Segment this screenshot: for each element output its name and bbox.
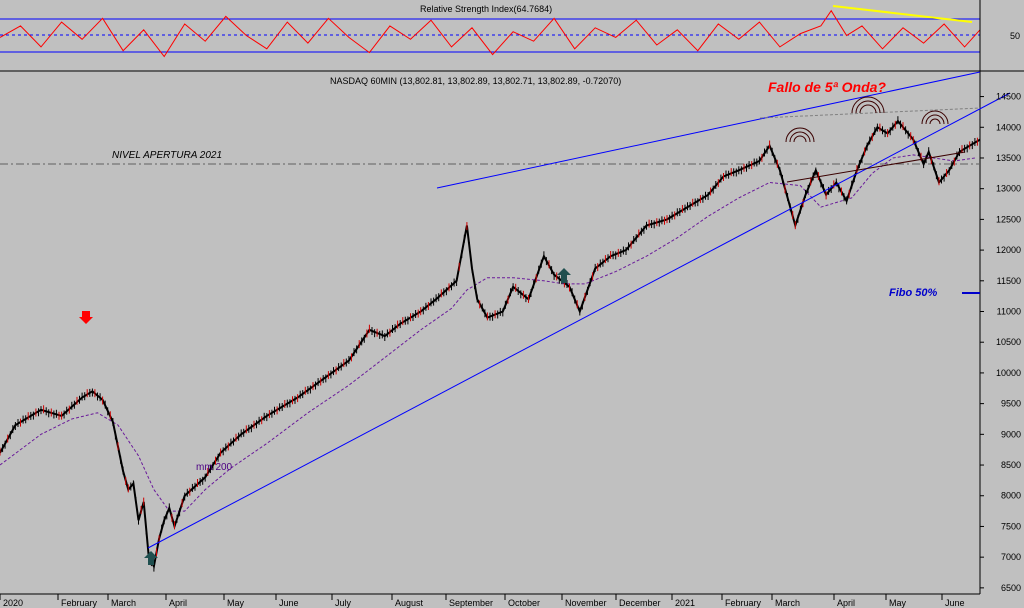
- time-tick-label: April: [837, 598, 855, 608]
- red-down-arrow-icon: [79, 311, 93, 324]
- support-trendline: [786, 151, 966, 183]
- price-tick-label: 8500: [1001, 460, 1021, 470]
- green-up-arrow-icon-2: [557, 268, 571, 283]
- price-tick-label: 9500: [1001, 399, 1021, 409]
- price-tick-label: 11000: [997, 307, 1021, 317]
- price-tick-label: 13000: [996, 184, 1021, 194]
- rsi-panel: Relative Strength Index(64.7684) 50: [0, 4, 1020, 58]
- time-tick-label: September: [449, 598, 493, 608]
- arrow-markers: [79, 268, 571, 565]
- arc-3b: [925, 114, 945, 125]
- rsi-title: Relative Strength Index(64.7684): [420, 4, 552, 14]
- time-tick-label: February: [725, 598, 762, 608]
- time-tick-label: June: [945, 598, 965, 608]
- price-tick-label: 10500: [996, 337, 1021, 347]
- ma-label: mm 200: [196, 462, 233, 473]
- main-title: NASDAQ 60MIN (13,802.81, 13,802.89, 13,8…: [330, 76, 621, 86]
- rsi-line: [0, 9, 981, 58]
- arc-1b: [789, 131, 811, 143]
- price-tick-label: 13500: [996, 153, 1021, 163]
- time-tick-label: December: [619, 598, 661, 608]
- rsi-divergence-line: [832, 5, 973, 23]
- arc-2b: [855, 100, 881, 114]
- price-tick-label: 14500: [996, 92, 1021, 102]
- opening-level-label: NIVEL APERTURA 2021: [112, 150, 222, 161]
- time-tick-label: July: [335, 598, 352, 608]
- price-axis: 6500 7000 7500 8000 8500 9000 9500 10000 10500 11…: [980, 92, 1021, 593]
- time-tick-label: June: [279, 598, 299, 608]
- price-tick-label: 12500: [996, 214, 1021, 224]
- time-tick-label: August: [395, 598, 424, 608]
- price-tick-label: 14000: [996, 122, 1021, 132]
- time-axis: 2020 February March April May June July August S…: [0, 594, 965, 608]
- green-up-arrow-icon: [144, 551, 158, 565]
- top-arcs: [785, 96, 949, 143]
- arc-3a: [921, 110, 949, 125]
- time-tick-label: October: [508, 598, 540, 608]
- time-tick-label: April: [169, 598, 187, 608]
- time-tick-label: March: [775, 598, 800, 608]
- time-tick-label: 2021: [675, 598, 695, 608]
- price-tick-label: 12000: [996, 245, 1021, 255]
- arc-1a: [785, 127, 815, 143]
- time-tick-label: May: [889, 598, 907, 608]
- time-tick-label: November: [565, 598, 607, 608]
- time-tick-label: February: [61, 598, 98, 608]
- time-tick-label: May: [227, 598, 245, 608]
- time-tick-label: 2020: [3, 598, 23, 608]
- arc-2a: [851, 96, 885, 114]
- arc-3c: [929, 118, 941, 125]
- time-tick-label: March: [111, 598, 136, 608]
- price-candles: [0, 116, 978, 572]
- fifth-wave-annotation: Fallo de 5ª Onda?: [768, 79, 886, 95]
- resistance-dashed-line: [759, 107, 981, 119]
- price-tick-label: 9000: [1001, 429, 1021, 439]
- upper-trendline: [436, 71, 981, 189]
- rsi-tick-50: 50: [1010, 31, 1020, 41]
- arc-2c: [859, 104, 877, 114]
- price-tick-label: 7000: [1001, 552, 1021, 562]
- price-tick-label: 8000: [1001, 491, 1021, 501]
- arc-1c: [793, 135, 807, 143]
- price-tick-label: 11500: [997, 276, 1021, 286]
- price-tick-label: 6500: [1001, 583, 1021, 593]
- price-tick-label: 7500: [1001, 521, 1021, 531]
- fibo-label: Fibo 50%: [889, 287, 938, 299]
- price-tick-label: 10000: [996, 368, 1021, 378]
